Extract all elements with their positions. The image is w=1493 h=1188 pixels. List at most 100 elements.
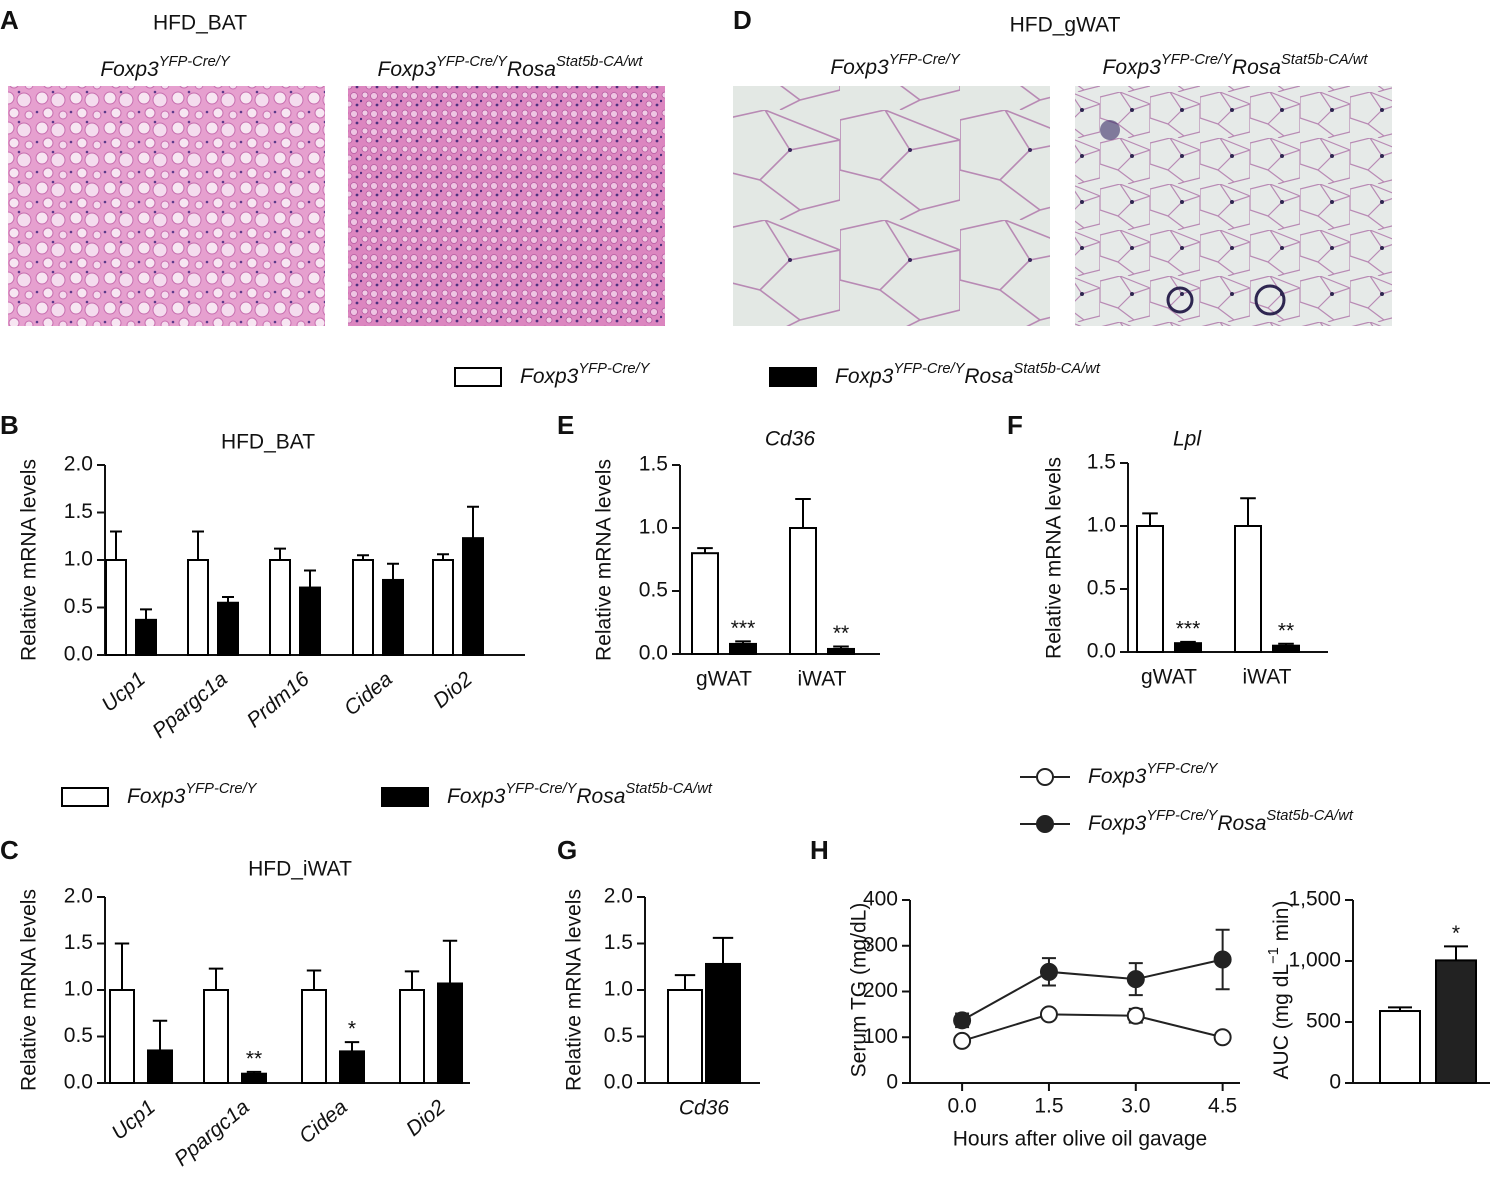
x-tick-label: Ppargc1a: [170, 1095, 254, 1170]
panel-letter: E: [557, 410, 574, 440]
panel-letter: B: [0, 410, 19, 440]
chart-title: HFD_BAT: [221, 431, 315, 454]
text-part: Stat5b-CA/wt: [625, 781, 712, 797]
error-bar: [246, 1070, 262, 1074]
x-tick-label: Cd36: [679, 1097, 730, 1120]
y-tick-label: 0.5: [64, 1024, 93, 1047]
x-axis-label: Hours after olive oil gavage: [953, 1128, 1207, 1151]
y-tick-label: 0: [886, 1071, 898, 1094]
series-line: [961, 1013, 1223, 1042]
text-part: YFP-Cre/Y: [1146, 761, 1218, 777]
panel-letter: H: [810, 835, 829, 865]
marker: [953, 1031, 972, 1050]
y-tick-label: 0.0: [604, 1071, 633, 1094]
text-part: YFP-Cre/Y: [893, 361, 965, 377]
error-bar: [306, 969, 322, 990]
legend-label: Foxp3YFP-Cre/Y: [520, 361, 651, 388]
bar: [789, 527, 817, 655]
y-tick-label: 2.0: [64, 453, 93, 476]
error-bar: [1444, 945, 1468, 961]
text-part: YFP-Cre/Y: [1146, 808, 1218, 824]
y-tick-label: 1.0: [639, 516, 668, 539]
legend-label: Foxp3YFP-Cre/YRosaStat5b-CA/wt: [447, 781, 713, 808]
text-part: Foxp3: [835, 365, 894, 388]
error-bar: [192, 530, 204, 560]
legend-swatch: [454, 367, 502, 387]
image-title: HFD_gWAT: [1010, 14, 1121, 37]
y-tick-label: 1.5: [1087, 451, 1116, 474]
text-part: YFP-Cre/Y: [578, 361, 650, 377]
y-tick-label: 0.0: [639, 642, 668, 665]
y-tick-label: 100: [863, 1025, 898, 1048]
x-tick-label: 0.0: [948, 1095, 977, 1118]
significance-label: *: [348, 1018, 356, 1041]
bar: [399, 989, 425, 1084]
text-part: Foxp3: [1103, 56, 1162, 79]
text-part: Foxp3: [100, 58, 159, 81]
histology-detail: [1100, 120, 1120, 140]
y-axis-label: Relative mRNA levels: [593, 459, 616, 661]
histology-detail: [1166, 286, 1194, 314]
bar: [1136, 525, 1164, 653]
bar: [667, 989, 703, 1084]
error-bar: [674, 974, 696, 990]
text-part: −1: [1266, 947, 1282, 964]
y-tick-label: 1,500: [1288, 888, 1341, 911]
text-part: Foxp3: [1088, 765, 1147, 788]
text-part: Rosa: [1217, 812, 1266, 835]
y-tick-label: 0.0: [64, 643, 93, 666]
error-bar: [1180, 640, 1196, 644]
image-label: Foxp3YFP-Cre/YRosaStat5b-CA/wt: [378, 54, 644, 81]
x-tick-label: 1.5: [1034, 1095, 1063, 1118]
error-bar: [795, 498, 811, 528]
marker: [1039, 962, 1058, 981]
y-axis-label: Relative mRNA levels: [18, 459, 41, 661]
text-part: YFP-Cre/Y: [505, 781, 577, 797]
marker: [1126, 1006, 1145, 1025]
x-tick-label: Dio2: [402, 1095, 450, 1141]
y-axis-label: Serum TG (mg/dL): [848, 903, 871, 1078]
panel-letter: G: [557, 835, 577, 865]
error-bar: [467, 505, 479, 539]
legend-swatch: [381, 787, 429, 807]
text-part: AUC (mg dL: [1270, 964, 1293, 1080]
error-bar: [152, 1019, 168, 1051]
y-axis-label: Relative mRNA levels: [18, 889, 41, 1091]
y-tick-label: 1.0: [64, 978, 93, 1001]
error-bar: [344, 1041, 360, 1052]
image-title: HFD_BAT: [153, 12, 247, 35]
bar: [217, 601, 239, 656]
y-tick-label: 1.0: [604, 978, 633, 1001]
significance-label: **: [1278, 619, 1294, 642]
y-tick-label: 1.0: [64, 548, 93, 571]
x-tick-label: Cidea: [340, 667, 397, 720]
bar: [109, 989, 135, 1084]
significance-label: **: [246, 1047, 262, 1070]
bar: [269, 559, 291, 656]
y-tick-label: 0: [1329, 1071, 1341, 1094]
y-tick-label: 1.0: [1087, 514, 1116, 537]
error-bar: [1388, 1006, 1412, 1012]
bar: [1435, 959, 1477, 1085]
y-tick-label: 0.5: [1087, 577, 1116, 600]
chart-title: Cd36: [765, 428, 816, 451]
text-part: Stat5b-CA/wt: [1281, 52, 1368, 68]
y-axis-label: Relative mRNA levels: [563, 889, 586, 1091]
y-tick-label: 1.5: [604, 931, 633, 954]
marker: [953, 1011, 972, 1030]
y-tick-label: 0.5: [64, 595, 93, 618]
error-bar: [387, 562, 399, 580]
error-bar: [1142, 512, 1158, 526]
y-tick-label: 0.0: [64, 1071, 93, 1094]
y-tick-label: 1.5: [64, 500, 93, 523]
bar: [299, 586, 321, 656]
x-tick-label: Cidea: [295, 1095, 352, 1148]
x-tick-label: Ucp1: [107, 1095, 159, 1144]
panel-letter: F: [1007, 410, 1023, 440]
bar: [1272, 644, 1300, 654]
histology-detail: [1254, 284, 1286, 316]
legend-swatch: [61, 787, 109, 807]
y-axis-label: AUC (mg dL−1 min): [1266, 901, 1293, 1080]
bar: [203, 989, 229, 1084]
y-tick-label: 200: [863, 979, 898, 1002]
